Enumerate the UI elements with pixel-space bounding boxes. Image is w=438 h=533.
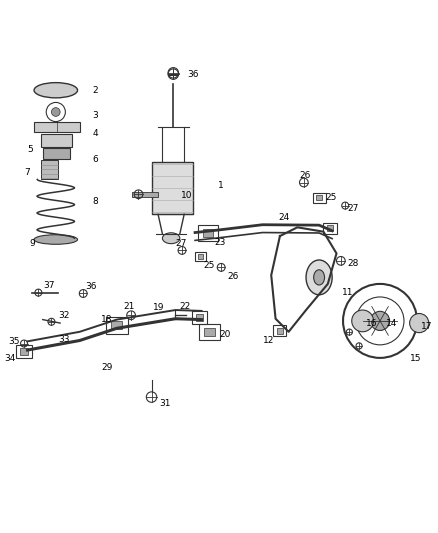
Text: 25: 25 [325,193,336,202]
Bar [313,193,325,203]
Bar [106,317,127,334]
Text: 8: 8 [92,197,98,206]
Bar [195,252,206,261]
Ellipse shape [306,260,332,295]
Text: 36: 36 [86,282,97,292]
Bar [132,192,158,197]
Text: 28: 28 [347,259,358,268]
Text: 19: 19 [153,303,165,312]
Bar [273,326,286,336]
Text: 34: 34 [4,354,16,364]
Ellipse shape [34,235,78,244]
Circle shape [352,310,374,332]
Circle shape [410,313,429,333]
Bar [16,345,32,358]
Text: 17: 17 [421,321,433,330]
Text: 18: 18 [101,315,113,324]
Bar [34,122,80,133]
Text: 4: 4 [92,129,98,138]
Bar [198,254,203,259]
Text: 2: 2 [92,86,98,95]
Text: 11: 11 [342,288,353,297]
Bar [20,348,28,354]
Text: 6: 6 [92,156,98,164]
Text: 36: 36 [187,70,199,79]
Text: 1: 1 [218,181,224,190]
Text: 37: 37 [43,281,55,290]
Text: 12: 12 [263,336,275,345]
Text: 26: 26 [227,272,239,280]
Text: 5: 5 [27,146,32,155]
Bar [316,195,322,200]
Text: 29: 29 [102,363,113,372]
Text: 22: 22 [180,302,191,311]
Ellipse shape [314,270,325,285]
Circle shape [371,311,390,330]
Text: 14: 14 [386,319,397,328]
Bar [323,223,336,233]
Bar [199,324,220,340]
Bar [327,225,333,231]
Bar [41,134,72,147]
Bar [111,321,122,329]
Circle shape [51,108,60,116]
Text: 21: 21 [123,302,134,311]
Bar [41,160,58,180]
Text: 20: 20 [219,330,230,340]
Text: 26: 26 [299,172,311,181]
Text: 35: 35 [9,337,20,346]
Text: 27: 27 [176,239,187,248]
Text: 33: 33 [58,335,69,344]
Text: 16: 16 [367,319,378,328]
Bar [277,328,283,334]
Text: 10: 10 [180,191,192,200]
Ellipse shape [162,233,180,244]
Bar [196,314,203,321]
Text: 15: 15 [410,354,421,364]
Text: 3: 3 [92,110,98,119]
Ellipse shape [34,83,78,98]
Bar [198,225,218,240]
Text: 31: 31 [159,399,170,408]
Bar [152,162,193,214]
Text: 7: 7 [25,168,30,177]
Bar [192,311,207,324]
Bar [43,148,70,158]
Text: 24: 24 [279,213,290,222]
Text: 27: 27 [347,204,358,213]
Bar [204,328,215,336]
Text: 9: 9 [29,239,35,248]
Text: 23: 23 [215,238,226,247]
Bar [203,229,213,237]
Text: 25: 25 [204,261,215,270]
Text: 32: 32 [58,311,69,320]
